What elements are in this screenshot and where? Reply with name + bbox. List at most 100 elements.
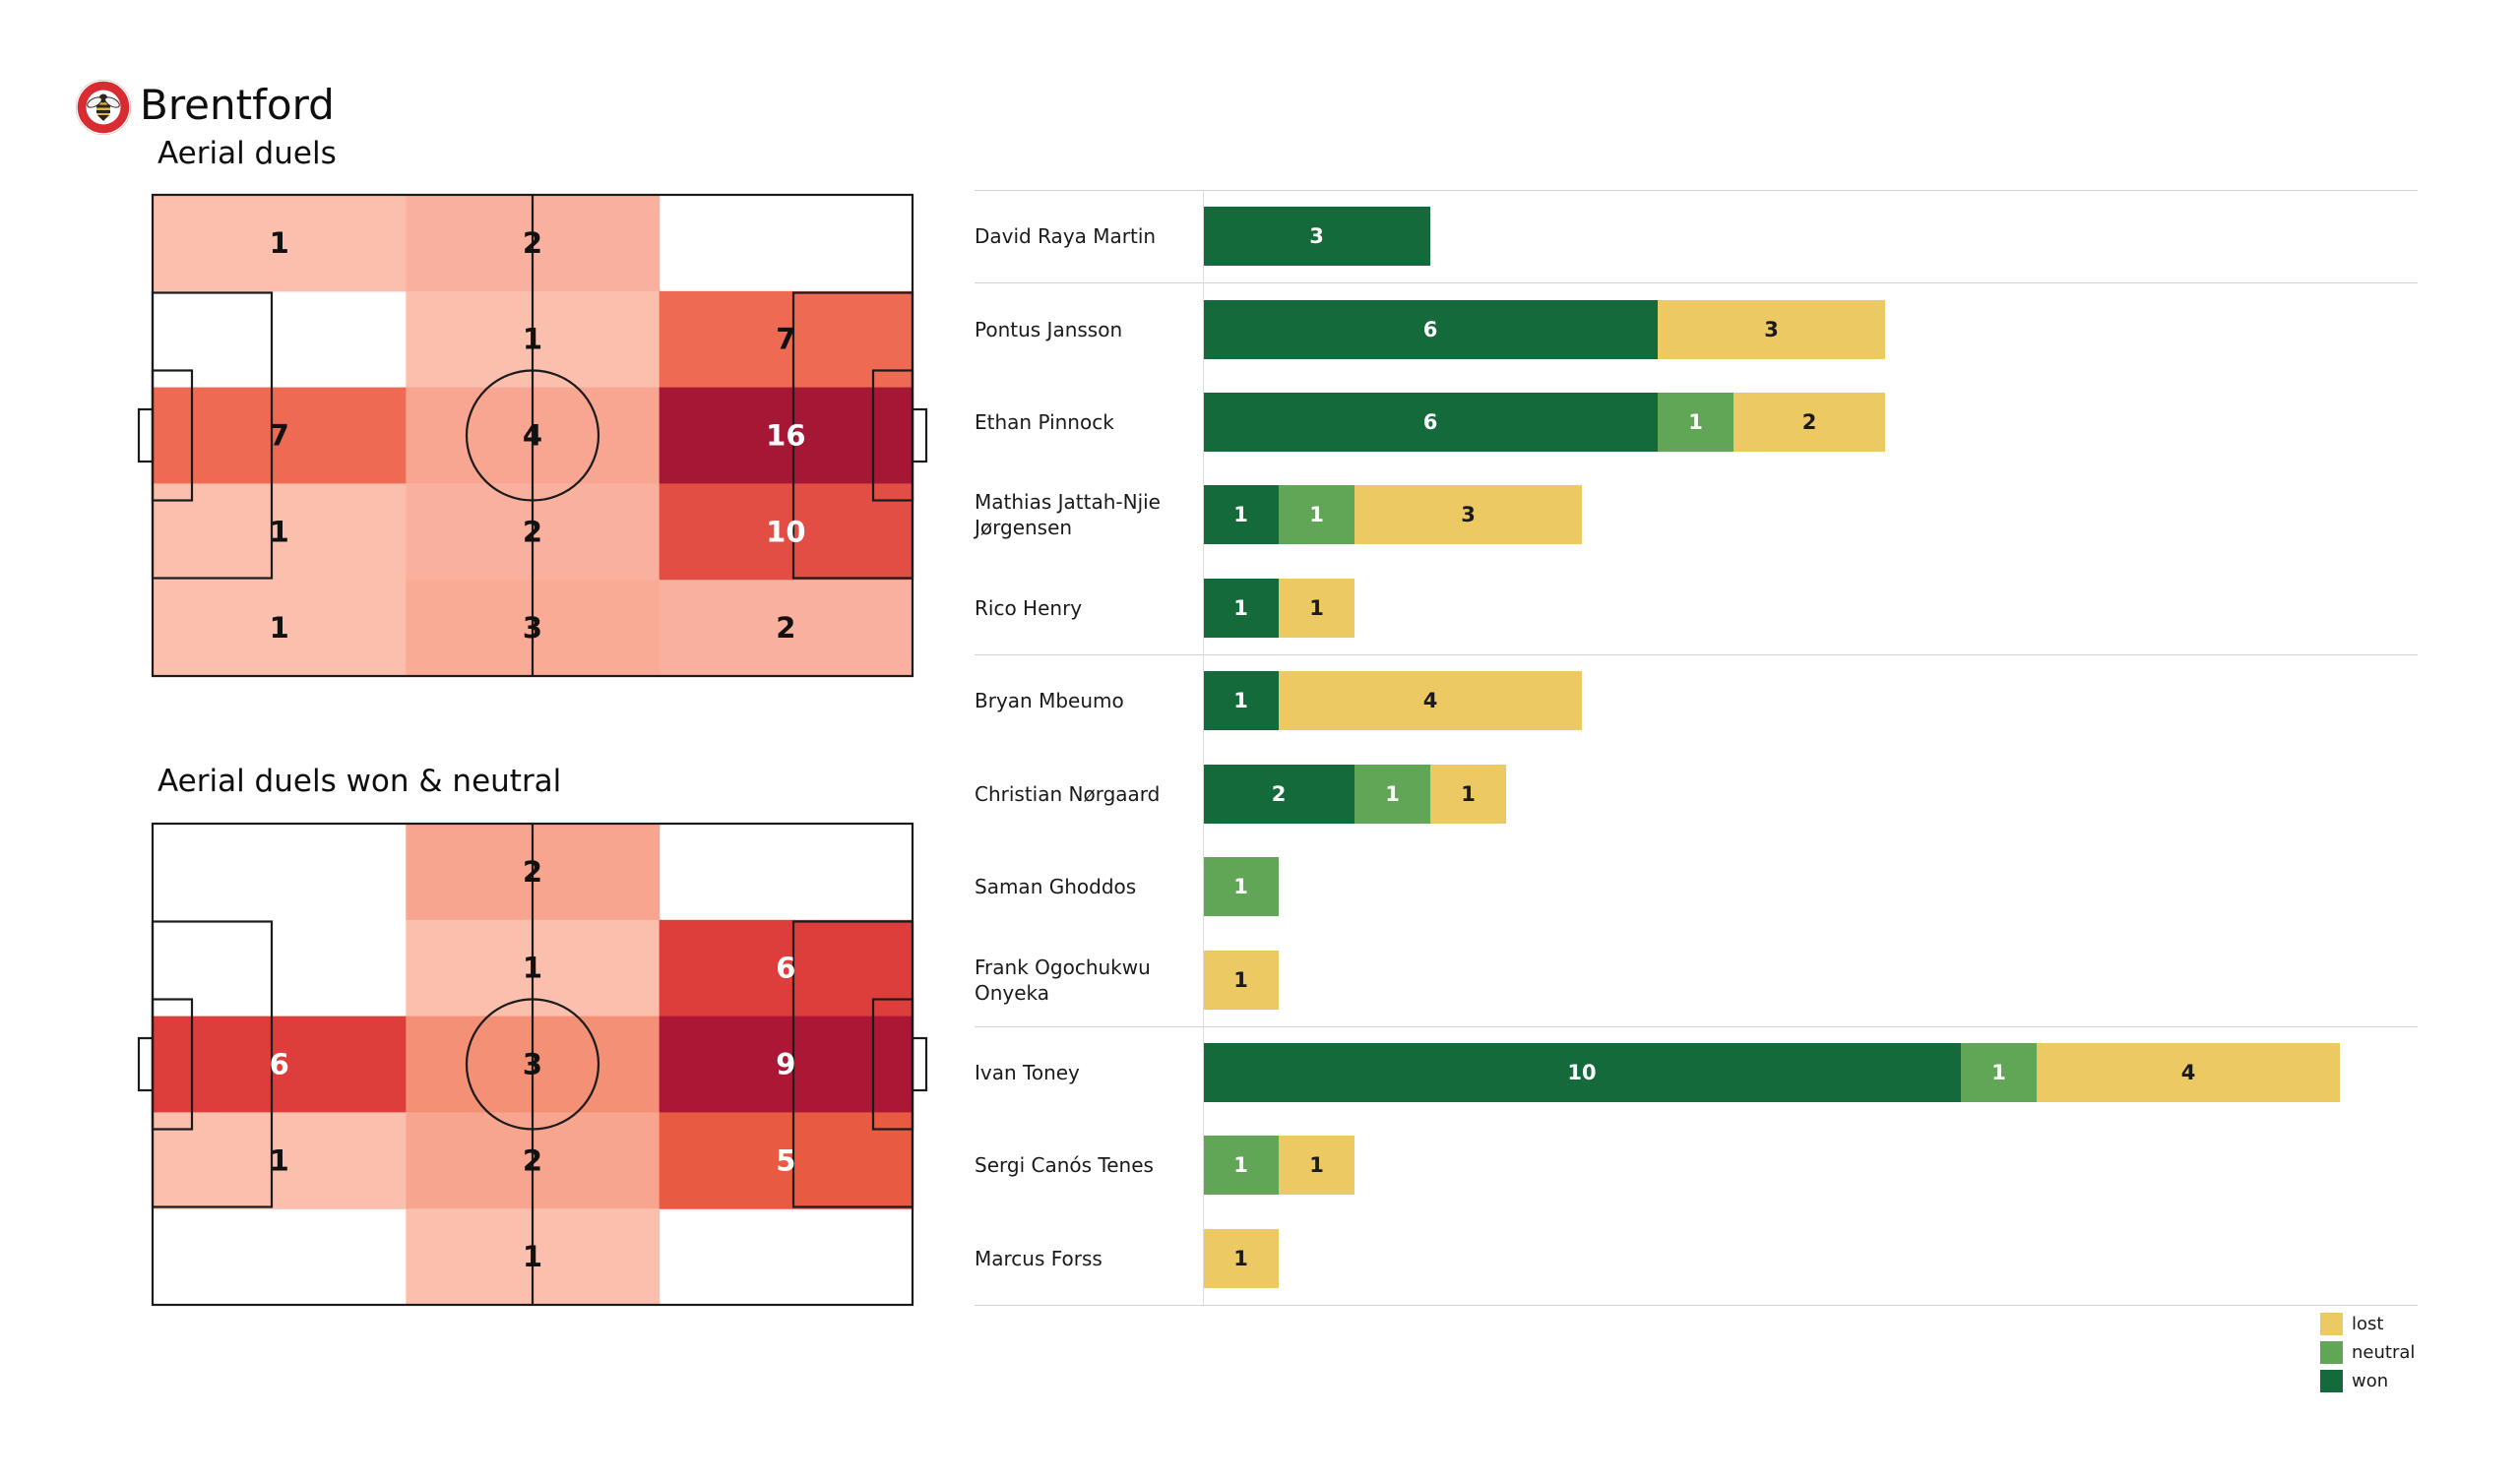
bar-segment-won: 2 — [1203, 764, 1354, 824]
heatmap-cell-value: 2 — [523, 1143, 542, 1177]
heatmap-cell-value: 7 — [776, 323, 795, 356]
player-label: Ethan Pinnock — [975, 410, 1114, 435]
bar-axis-line — [1203, 190, 1204, 1305]
bar-segment-neutral: 1 — [1203, 857, 1279, 917]
bar-segment-neutral: 1 — [1658, 393, 1733, 453]
aerial-duels-won-neutral-heatmap: 2 1 6 6 3 9 1 2 5 1 — [137, 822, 928, 1307]
heatmap-cell-value: 1 — [270, 515, 289, 548]
heatmap-cell-value: 7 — [270, 419, 289, 453]
pitch-markings — [137, 822, 928, 1307]
player-label: Sergi Canós Tenes — [975, 1153, 1154, 1178]
bar-segment-won: 1 — [1203, 485, 1279, 545]
player-bar: 10 1 4 — [1203, 1042, 2340, 1102]
heatmap-cell-value: 3 — [523, 611, 542, 645]
bar-segment-value: 1 — [1991, 1060, 2006, 1084]
legend-item-lost: lost — [2320, 1310, 2415, 1338]
heatmap-cell-value: 1 — [270, 226, 289, 260]
bar-segment-won: 10 — [1203, 1042, 1961, 1102]
group-separator-line — [975, 1305, 2418, 1306]
heatmap-cell — [659, 387, 914, 484]
bar-segment-won: 3 — [1203, 207, 1430, 267]
heatmap-cell — [153, 483, 407, 581]
heatmap-cell-value: 1 — [270, 611, 289, 645]
won-color-swatch — [2320, 1370, 2343, 1392]
heatmap-cell-value: 2 — [523, 855, 542, 889]
bar-segment-lost: 2 — [1733, 393, 1885, 453]
heatmap-cell — [659, 919, 914, 1018]
brentford-club-badge-icon — [76, 80, 131, 135]
heatmap-cell-value: 2 — [523, 515, 542, 548]
heatmap-cell-value: 3 — [523, 1048, 542, 1081]
bar-segment-value: 1 — [1309, 503, 1324, 527]
bar-segment-value: 1 — [1233, 967, 1248, 992]
bar-segment-lost: 1 — [1203, 950, 1279, 1010]
bar-segment-neutral: 1 — [1961, 1042, 2037, 1102]
bar-segment-neutral: 1 — [1279, 485, 1354, 545]
bar-segment-lost: 1 — [1430, 764, 1506, 824]
bar-segment-won: 6 — [1203, 299, 1658, 359]
bar-segment-value: 6 — [1422, 410, 1438, 435]
bar-segment-value: 3 — [1309, 224, 1324, 249]
bar-segment-value: 1 — [1309, 595, 1324, 620]
player-row: Christian Nørgaard 2 1 1 — [975, 748, 2418, 840]
heatmap-cell-value: 16 — [766, 419, 805, 453]
bar-segment-value: 1 — [1233, 595, 1248, 620]
bar-segment-value: 4 — [2180, 1060, 2196, 1084]
bar-segment-lost: 1 — [1279, 578, 1354, 638]
heatmap-cell-value: 2 — [776, 611, 795, 645]
legend-item-won: won — [2320, 1367, 2415, 1395]
bar-segment-lost: 3 — [1354, 485, 1582, 545]
heatmap-cell — [659, 290, 914, 389]
legend-label-lost: lost — [2352, 1314, 2384, 1334]
bar-segment-value: 6 — [1422, 317, 1438, 341]
bar-segment-lost: 4 — [2037, 1042, 2340, 1102]
legend-label-won: won — [2352, 1371, 2389, 1391]
player-bar: 2 1 1 — [1203, 764, 1506, 824]
bar-segment-neutral: 1 — [1354, 764, 1430, 824]
heatmap-cell — [153, 387, 407, 484]
heatmap-cell-value: 1 — [523, 952, 542, 985]
player-label: Christian Nørgaard — [975, 781, 1161, 806]
heatmap-cell — [659, 1016, 914, 1113]
aerial-duels-player-bar-chart: David Raya Martin 3 Pontus Jansson 6 3 Ethan … — [975, 190, 2418, 1306]
player-label: Saman Ghoddos — [975, 875, 1137, 899]
heatmap-title-aerial-duels-won-neutral: Aerial duels won & neutral — [158, 764, 562, 799]
player-label: Marcus Forss — [975, 1246, 1102, 1270]
bar-segment-won: 1 — [1203, 578, 1279, 638]
player-bar: 1 1 3 — [1203, 485, 1582, 545]
player-row: Mathias Jattah-Njie Jørgensen 1 1 3 — [975, 468, 2418, 561]
player-bar: 1 — [1203, 1228, 1279, 1288]
bar-segment-lost: 4 — [1279, 671, 1582, 731]
legend-item-neutral: neutral — [2320, 1338, 2415, 1367]
bar-segment-value: 1 — [1233, 1153, 1248, 1178]
player-label: Frank Ogochukwu Onyeka — [975, 955, 1151, 1005]
club-name: Brentford — [140, 81, 335, 129]
heatmap-cell-value: 1 — [270, 1143, 289, 1177]
heatmap-cell — [153, 1112, 407, 1209]
heatmap-cell — [659, 580, 914, 677]
heatmap-cell-value: 1 — [523, 1240, 542, 1273]
heatmap-cell — [153, 195, 407, 292]
bar-segment-value: 1 — [1309, 1153, 1324, 1178]
lost-color-swatch — [2320, 1313, 2343, 1335]
player-row: David Raya Martin 3 — [975, 190, 2418, 282]
heatmap-cell-value: 9 — [776, 1048, 795, 1081]
player-row: Rico Henry 1 1 — [975, 562, 2418, 654]
bar-segment-value: 10 — [1567, 1060, 1597, 1084]
bar-segment-value: 1 — [1233, 689, 1248, 713]
bar-segment-value: 2 — [1271, 781, 1287, 806]
pitch-markings — [137, 193, 928, 678]
player-label: Rico Henry — [975, 595, 1083, 620]
heatmap-cell-value: 6 — [776, 952, 795, 985]
player-row: Sergi Canós Tenes 1 1 — [975, 1119, 2418, 1211]
heatmap-cell-value: 5 — [776, 1143, 795, 1177]
heatmap-cell-value: 1 — [523, 323, 542, 356]
heatmap-cell — [659, 483, 914, 581]
player-bar: 3 — [1203, 207, 1430, 267]
heatmap-cell-value: 10 — [766, 515, 805, 548]
bar-segment-value: 1 — [1385, 781, 1400, 806]
neutral-color-swatch — [2320, 1341, 2343, 1364]
player-row: Frank Ogochukwu Onyeka 1 — [975, 933, 2418, 1025]
